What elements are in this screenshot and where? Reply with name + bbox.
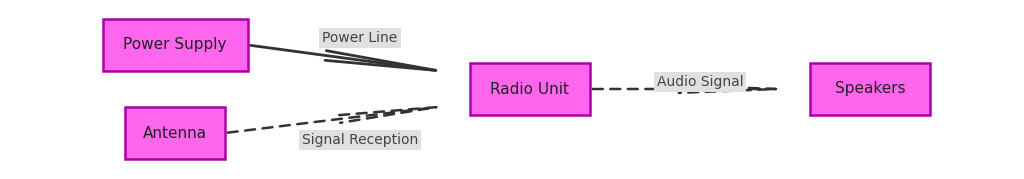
FancyBboxPatch shape bbox=[470, 63, 590, 115]
FancyBboxPatch shape bbox=[810, 63, 930, 115]
FancyBboxPatch shape bbox=[125, 107, 225, 159]
Text: Antenna: Antenna bbox=[143, 125, 207, 141]
Text: Power Supply: Power Supply bbox=[123, 37, 226, 52]
FancyBboxPatch shape bbox=[102, 19, 248, 71]
Text: Speakers: Speakers bbox=[835, 81, 905, 96]
Text: Power Line: Power Line bbox=[323, 31, 397, 45]
Text: Radio Unit: Radio Unit bbox=[490, 81, 569, 96]
Text: Audio Signal: Audio Signal bbox=[656, 75, 743, 89]
Text: Signal Reception: Signal Reception bbox=[302, 133, 418, 147]
